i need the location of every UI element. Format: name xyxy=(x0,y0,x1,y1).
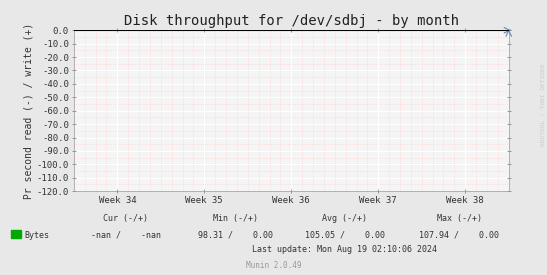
Text: RRDTOOL / TOBI OETIKER: RRDTOOL / TOBI OETIKER xyxy=(540,63,546,146)
Text: Max (-/+): Max (-/+) xyxy=(437,214,482,223)
Text: Munin 2.0.49: Munin 2.0.49 xyxy=(246,261,301,270)
Text: Cur (-/+): Cur (-/+) xyxy=(103,214,148,223)
Text: Avg (-/+): Avg (-/+) xyxy=(322,214,367,223)
Text: 98.31 /    0.00: 98.31 / 0.00 xyxy=(197,231,273,240)
Text: 107.94 /    0.00: 107.94 / 0.00 xyxy=(420,231,499,240)
Text: Bytes: Bytes xyxy=(24,231,49,240)
Title: Disk throughput for /dev/sdbj - by month: Disk throughput for /dev/sdbj - by month xyxy=(124,14,459,28)
Text: Last update: Mon Aug 19 02:10:06 2024: Last update: Mon Aug 19 02:10:06 2024 xyxy=(252,245,437,254)
Text: Min (-/+): Min (-/+) xyxy=(213,214,258,223)
Y-axis label: Pr second read (-) / write (+): Pr second read (-) / write (+) xyxy=(24,23,34,199)
Text: 105.05 /    0.00: 105.05 / 0.00 xyxy=(305,231,385,240)
Text: -nan /    -nan: -nan / -nan xyxy=(91,231,161,240)
